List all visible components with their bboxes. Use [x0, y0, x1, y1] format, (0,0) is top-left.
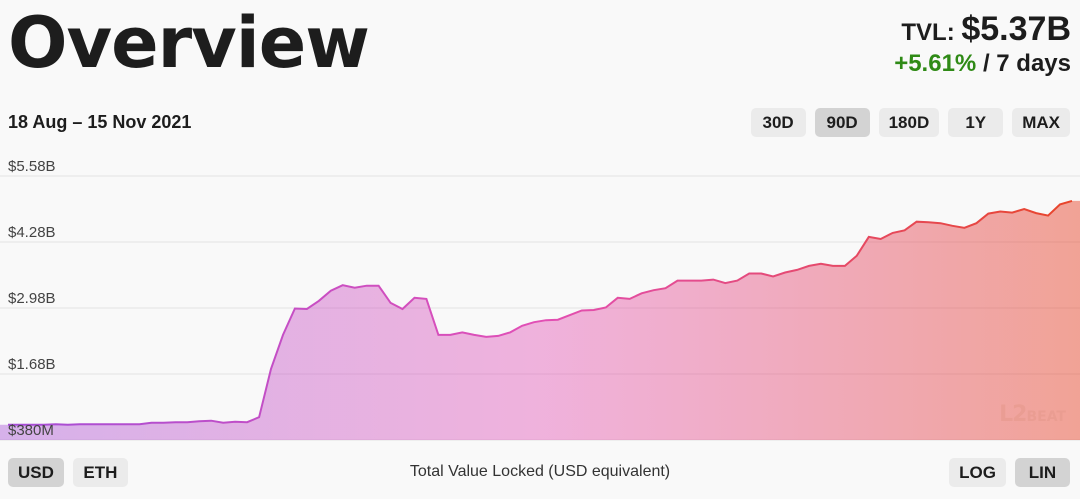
usd-button[interactable]: USD — [8, 458, 64, 487]
tvl-line: TVL: $5.37B — [894, 10, 1071, 48]
eth-button[interactable]: ETH — [72, 458, 128, 487]
scale-selector: LOG LIN — [949, 458, 1070, 487]
log-scale-button[interactable]: LOG — [949, 458, 1006, 487]
y-tick-label: $4.28B — [8, 224, 56, 241]
tvl-label: TVL: — [901, 19, 955, 46]
page-title: Overview — [8, 2, 370, 84]
tvl-area-chart[interactable]: $5.58B $4.28B $2.98B $1.68B $380M — [0, 150, 1080, 445]
range-30d-button[interactable]: 30D — [750, 108, 806, 137]
lin-scale-button[interactable]: LIN — [1015, 458, 1070, 487]
chart-caption: Total Value Locked (USD equivalent) — [409, 463, 671, 480]
l2beat-logo: L2BEAT — [999, 402, 1066, 427]
range-180d-button[interactable]: 180D — [878, 108, 940, 137]
change-percent: +5.61% — [894, 49, 977, 77]
tvl-summary: TVL: $5.37B +5.61% / 7 days — [894, 10, 1071, 78]
range-max-button[interactable]: MAX — [1012, 108, 1070, 137]
date-range: 18 Aug – 15 Nov 2021 — [8, 112, 192, 132]
currency-selector: USD ETH — [8, 458, 128, 487]
y-tick-label: $1.68B — [8, 356, 56, 373]
area-fill — [0, 200, 1080, 440]
range-1y-button[interactable]: 1Y — [948, 108, 1004, 137]
range-90d-button[interactable]: 90D — [814, 108, 870, 137]
y-tick-label: $380M — [8, 422, 54, 439]
change-period: / 7 days — [982, 49, 1071, 77]
series-line — [8, 199, 1073, 426]
y-tick-label: $2.98B — [8, 290, 56, 307]
y-tick-label: $5.58B — [8, 158, 56, 175]
tvl-value: $5.37B — [961, 10, 1071, 48]
tvl-change: +5.61% / 7 days — [894, 50, 1071, 78]
range-selector: 30D 90D 180D 1Y MAX — [750, 108, 1070, 137]
